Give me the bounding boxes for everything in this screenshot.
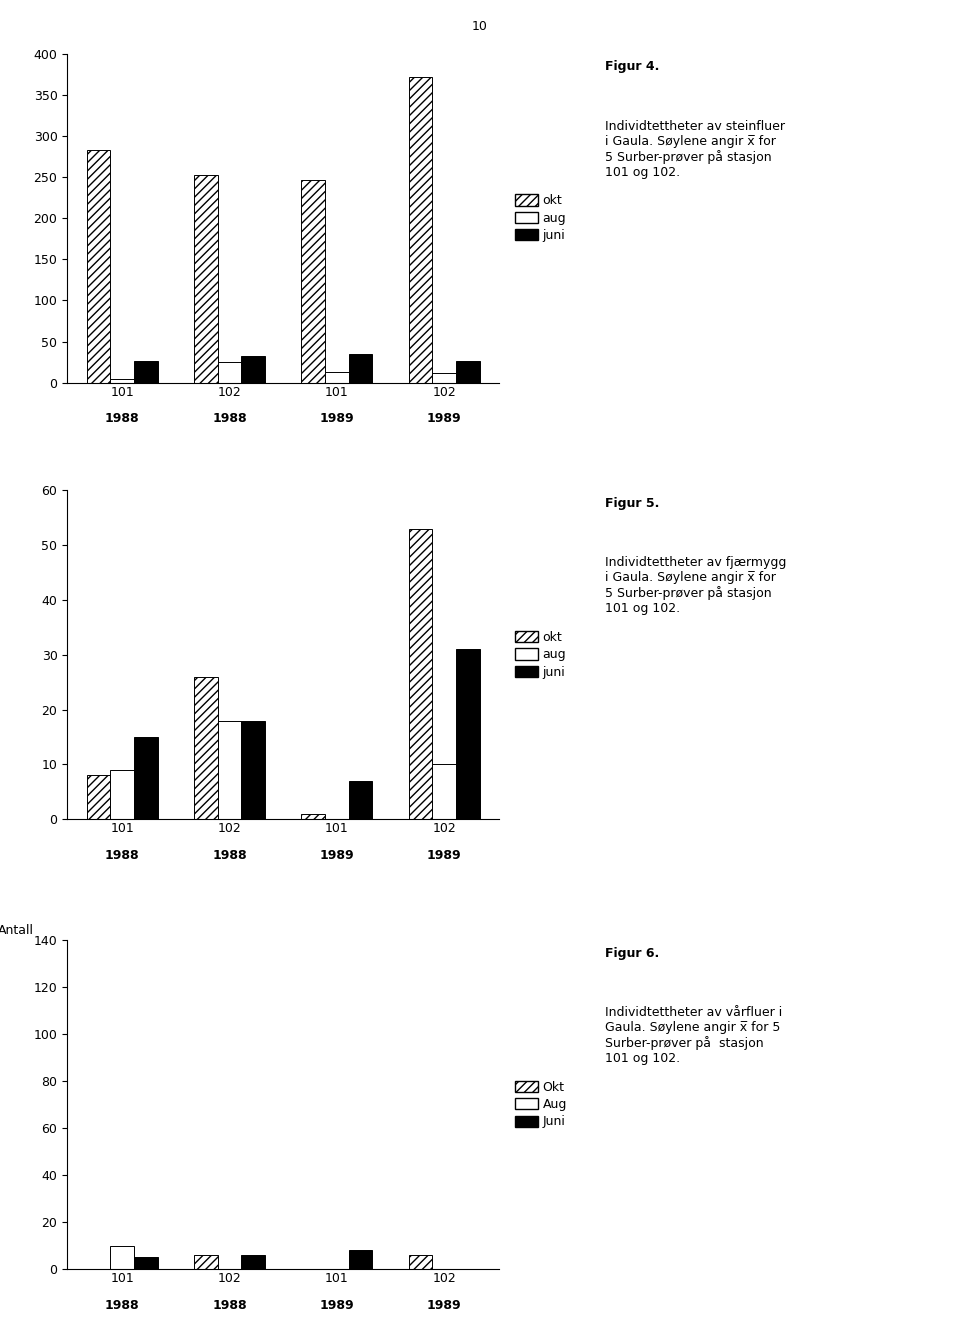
Bar: [194, 1254, 218, 1269]
Bar: [301, 814, 325, 819]
Text: 1989: 1989: [320, 849, 354, 862]
Bar: [301, 180, 325, 383]
Bar: [348, 780, 372, 819]
Bar: [241, 1254, 265, 1269]
Bar: [432, 373, 456, 383]
Bar: [218, 720, 241, 819]
Text: 1989: 1989: [427, 1299, 462, 1312]
Text: Figur 5.: Figur 5.: [605, 497, 660, 510]
Bar: [348, 355, 372, 383]
Bar: [134, 737, 157, 819]
Bar: [241, 356, 265, 383]
Bar: [218, 363, 241, 383]
Text: Figur 4.: Figur 4.: [605, 60, 660, 74]
Bar: [194, 677, 218, 819]
Bar: [456, 649, 480, 819]
Text: 1989: 1989: [320, 1299, 354, 1312]
Bar: [409, 529, 432, 819]
Text: 1989: 1989: [427, 412, 462, 426]
Bar: [110, 379, 134, 383]
Bar: [194, 176, 218, 383]
Text: Individtettheter av steinfluer
i Gaula. Søylene angir x̅ for
5 Surber-prøver på : Individtettheter av steinfluer i Gaula. …: [605, 120, 784, 179]
Bar: [432, 764, 456, 819]
Bar: [134, 1257, 157, 1269]
Text: 1988: 1988: [105, 412, 139, 426]
Text: Individtettheter av vårfluer i
Gaula. Søylene angir x̅ for 5
Surber-prøver på  s: Individtettheter av vårfluer i Gaula. Sø…: [605, 1006, 782, 1065]
Bar: [241, 720, 265, 819]
Text: 1989: 1989: [320, 412, 354, 426]
Text: 1989: 1989: [427, 849, 462, 862]
Text: Figur 6.: Figur 6.: [605, 947, 660, 960]
Text: 1988: 1988: [212, 1299, 247, 1312]
Legend: Okt, Aug, Juni: Okt, Aug, Juni: [516, 1081, 567, 1128]
Bar: [134, 360, 157, 383]
Bar: [456, 360, 480, 383]
Text: Individtettheter av fjærmygg
i Gaula. Søylene angir x̅ for
5 Surber-prøver på st: Individtettheter av fjærmygg i Gaula. Sø…: [605, 556, 786, 615]
Text: 1988: 1988: [212, 412, 247, 426]
Bar: [325, 372, 348, 383]
Bar: [348, 1250, 372, 1269]
Legend: okt, aug, juni: okt, aug, juni: [516, 631, 566, 678]
Bar: [86, 150, 110, 383]
Text: 1988: 1988: [105, 849, 139, 862]
Bar: [409, 1254, 432, 1269]
Text: 10: 10: [472, 20, 488, 34]
Bar: [110, 770, 134, 819]
Text: Antall: Antall: [0, 924, 35, 937]
Text: 1988: 1988: [105, 1299, 139, 1312]
Bar: [110, 1246, 134, 1269]
Bar: [86, 775, 110, 819]
Bar: [409, 77, 432, 383]
Legend: okt, aug, juni: okt, aug, juni: [516, 195, 566, 242]
Text: 1988: 1988: [212, 849, 247, 862]
